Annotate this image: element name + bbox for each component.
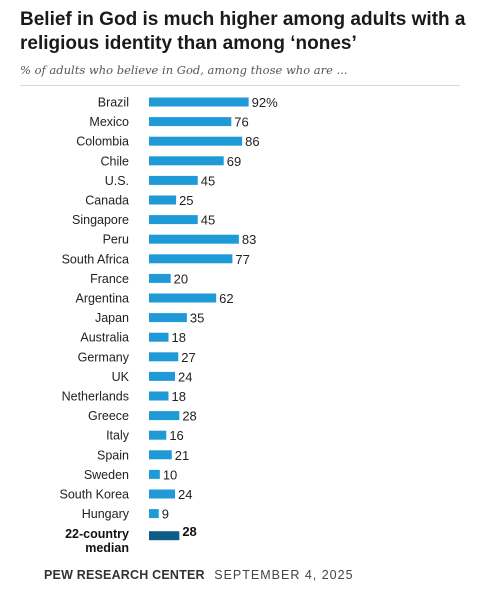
category-label: UK xyxy=(112,370,130,384)
bar xyxy=(149,450,172,460)
category-label: Chile xyxy=(101,154,130,168)
bar xyxy=(149,175,198,185)
category-label: Spain xyxy=(97,448,129,462)
category-label: South Africa xyxy=(62,252,129,266)
value-label: 18 xyxy=(171,330,185,345)
bar xyxy=(149,352,179,362)
category-label: Germany xyxy=(78,350,130,364)
bar xyxy=(149,509,159,519)
source-org: PEW RESEARCH CENTER xyxy=(44,568,205,582)
bar xyxy=(149,254,233,264)
value-label: 45 xyxy=(201,213,215,228)
value-label: 69 xyxy=(227,154,241,169)
divider xyxy=(20,85,460,86)
value-label: 21 xyxy=(175,448,189,463)
category-label: Peru xyxy=(103,233,129,247)
bar-chart: Brazil 92% Mexico 76 Colombia 86 Chile 69 U.S. 45… xyxy=(60,95,279,555)
bar xyxy=(149,215,198,225)
value-label: 24 xyxy=(178,369,192,384)
value-label: 92% xyxy=(252,95,278,110)
bar xyxy=(149,117,232,127)
value-label: 16 xyxy=(169,428,183,443)
value-label: 10 xyxy=(163,467,177,482)
bar xyxy=(149,97,249,107)
median-value-label: 28 xyxy=(182,524,196,539)
value-label: 83 xyxy=(242,232,256,247)
value-label: 62 xyxy=(219,291,233,306)
bar xyxy=(149,234,239,244)
category-label: Australia xyxy=(80,331,129,345)
bar xyxy=(149,411,180,421)
bar xyxy=(149,156,224,166)
median-bar xyxy=(149,531,180,541)
category-label: Hungary xyxy=(82,507,130,521)
value-label: 18 xyxy=(171,389,185,404)
value-label: 20 xyxy=(174,271,188,286)
value-label: 27 xyxy=(181,350,195,365)
category-label: Colombia xyxy=(76,135,129,149)
category-label: Singapore xyxy=(72,213,129,227)
bar xyxy=(149,371,175,381)
chart-subtitle: % of adults who believe in God, among th… xyxy=(20,63,348,77)
value-label: 35 xyxy=(190,311,204,326)
bar xyxy=(149,430,167,440)
category-label: Japan xyxy=(95,311,129,325)
bar xyxy=(149,136,243,146)
value-label: 25 xyxy=(179,193,193,208)
category-label: France xyxy=(90,272,129,286)
chart-title: Belief in God is much higher among adult… xyxy=(20,9,466,54)
value-label: 24 xyxy=(178,487,192,502)
category-label: Brazil xyxy=(98,96,129,110)
value-label: 9 xyxy=(162,507,169,522)
value-label: 77 xyxy=(235,252,249,267)
bar xyxy=(149,469,160,479)
bar xyxy=(149,273,171,283)
bar xyxy=(149,489,175,499)
category-label: Netherlands xyxy=(62,390,129,404)
category-label: Argentina xyxy=(75,292,129,306)
category-label: U.S. xyxy=(105,174,129,188)
bar xyxy=(149,332,169,342)
bar xyxy=(149,195,177,205)
value-label: 28 xyxy=(182,409,196,424)
bar xyxy=(149,391,169,401)
value-label: 86 xyxy=(245,134,259,149)
category-label: Mexico xyxy=(89,115,129,129)
category-label: Sweden xyxy=(84,468,129,482)
median-label: 22-country xyxy=(65,527,129,541)
publish-date: SEPTEMBER 4, 2025 xyxy=(214,568,354,582)
bar xyxy=(149,313,187,323)
footer: PEW RESEARCH CENTER SEPTEMBER 4, 2025 xyxy=(44,568,354,582)
value-label: 45 xyxy=(201,173,215,188)
category-label: South Korea xyxy=(60,488,130,502)
median-label: median xyxy=(85,541,129,555)
bar xyxy=(149,293,217,303)
category-label: Italy xyxy=(106,429,130,443)
category-label: Greece xyxy=(88,409,129,423)
value-label: 76 xyxy=(234,115,248,130)
category-label: Canada xyxy=(85,194,129,208)
